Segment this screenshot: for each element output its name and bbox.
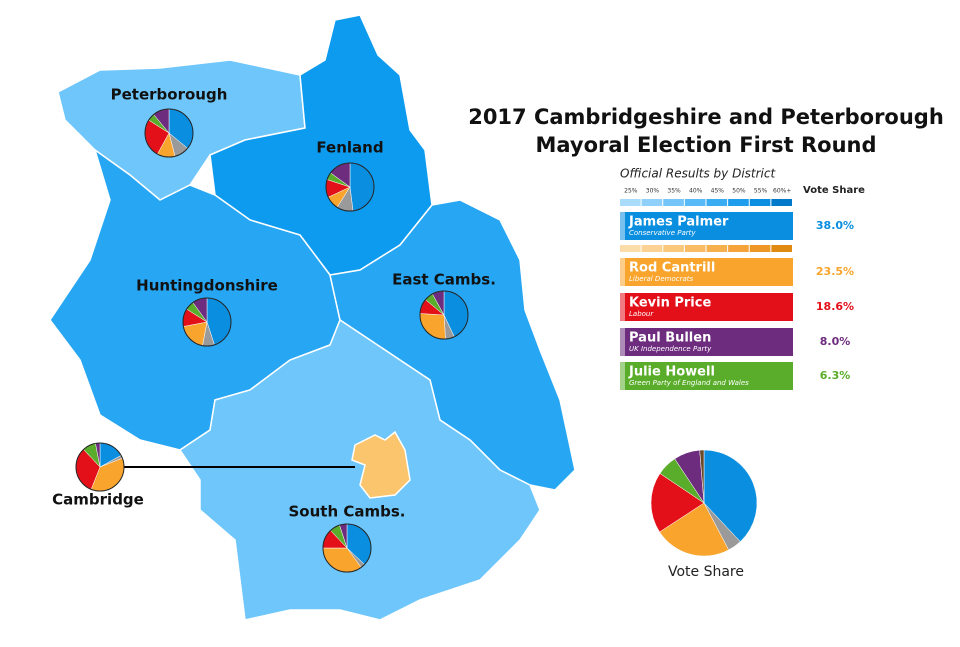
scale-swatch: [641, 199, 663, 206]
scale-tick-label: 30%: [646, 188, 660, 195]
subtitle: Official Results by District: [620, 167, 776, 181]
scale-tick-label: 60%+: [773, 188, 791, 195]
candidate-party: UK Independence Party: [629, 345, 712, 353]
scale-swatch: [663, 199, 684, 206]
scale-tick-label: 40%: [689, 188, 703, 195]
candidate-party: Green Party of England and Wales: [629, 379, 749, 387]
candidate-bar: [620, 362, 793, 390]
candidate-party: Labour: [629, 310, 654, 318]
pie-outline: [419, 290, 469, 340]
scale-swatch: [620, 199, 641, 206]
candidate-name: Kevin Price: [629, 296, 711, 311]
scale-tick-label: 35%: [667, 188, 681, 195]
scale-swatch: [684, 199, 706, 206]
scale-tick-label: 45%: [711, 188, 725, 195]
scale-swatch: [728, 199, 749, 206]
candidate-strip: [620, 362, 625, 390]
scale-swatch: [641, 245, 663, 252]
candidate-bar: [620, 212, 793, 240]
candidate-strip: [620, 212, 625, 240]
district-name: South Cambs.: [289, 503, 406, 521]
candidate-name: Paul Bullen: [629, 331, 711, 346]
candidate-bar: [620, 258, 793, 286]
scale-swatch: [771, 245, 792, 252]
candidate-strip: [620, 293, 625, 321]
pie-outline: [144, 108, 194, 158]
scale-swatch: [684, 245, 706, 252]
district-name: East Cambs.: [392, 271, 496, 289]
district-name: Cambridge: [52, 491, 144, 509]
district-name: Peterborough: [111, 86, 228, 104]
pie-slice: [703, 449, 758, 542]
candidate-name: Rod Cantrill: [629, 261, 715, 276]
candidate-share: 6.3%: [820, 369, 851, 382]
pie-outline: [325, 162, 375, 212]
candidate-strip: [620, 258, 625, 286]
scale-swatch: [663, 245, 684, 252]
candidate-name: James Palmer: [628, 215, 729, 230]
scale-swatch: [728, 245, 749, 252]
district-name: Huntingdonshire: [136, 277, 278, 295]
scale-swatch: [706, 199, 728, 206]
scale-swatch: [749, 245, 771, 252]
vote-share-header: Vote Share: [803, 185, 865, 196]
candidate-share: 8.0%: [820, 335, 851, 348]
candidate-party: Conservative Party: [629, 229, 696, 237]
title-line: Mayoral Election First Round: [535, 133, 876, 157]
pie-label: Vote Share: [668, 564, 744, 580]
pie-outline: [322, 523, 372, 573]
candidate-strip: [620, 328, 625, 356]
scale-tick-label: 25%: [624, 188, 638, 195]
scale-swatch: [771, 199, 792, 206]
scale-tick-label: 50%: [732, 188, 746, 195]
pie-slice: [699, 449, 705, 504]
candidate-share: 18.6%: [816, 300, 854, 313]
candidate-bar: [620, 293, 793, 321]
scale-swatch: [706, 245, 728, 252]
district-name: Fenland: [316, 139, 383, 157]
candidate-share: 23.5%: [816, 265, 854, 278]
candidate-name: Julie Howell: [628, 365, 715, 380]
scale-tick-label: 55%: [754, 188, 768, 195]
pie-outline: [75, 442, 125, 492]
candidate-share: 38.0%: [816, 219, 854, 232]
pie-outline: [182, 297, 232, 347]
pie-slice: [659, 502, 729, 557]
pie-slice: [650, 473, 705, 533]
scale-swatch: [749, 199, 771, 206]
district-cambridge: [351, 430, 411, 499]
map: [49, 14, 576, 621]
district-south-cambs: [178, 318, 541, 621]
scale-swatch: [620, 245, 641, 252]
title-line: 2017 Cambridgeshire and Peterborough: [468, 105, 944, 129]
candidate-party: Liberal Democrats: [629, 275, 693, 283]
candidate-bar: [620, 328, 793, 356]
